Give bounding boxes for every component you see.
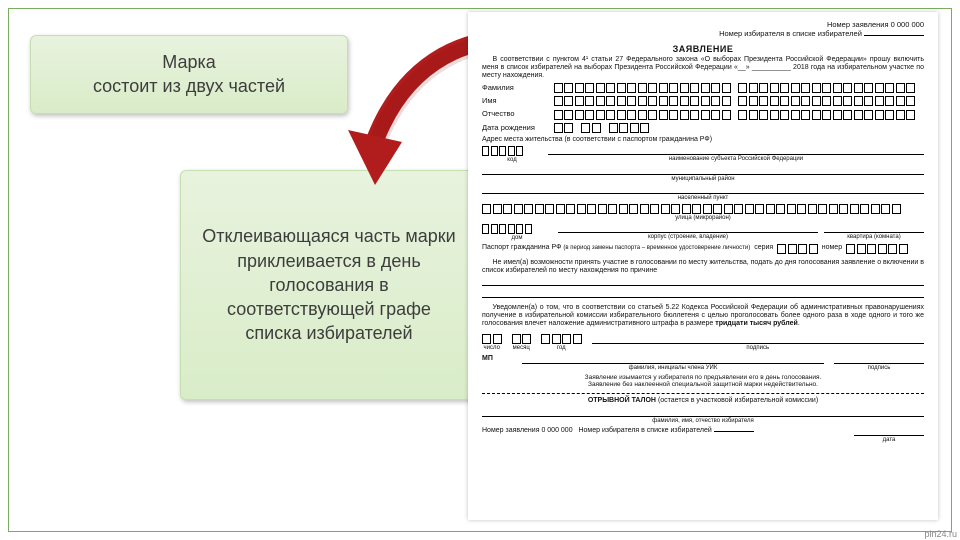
note: (в период замены паспорта – временное уд… xyxy=(563,245,750,251)
reason-text: Не имел(а) возможности принять участие в… xyxy=(482,259,924,275)
label: Номер заявления xyxy=(482,427,540,434)
tear-line xyxy=(482,393,924,394)
label: Фамилия xyxy=(482,83,552,92)
callout-instructions: Отклеивающаяся часть марки приклеивается… xyxy=(180,170,478,400)
app-number: Номер заявления 0 000 000 xyxy=(482,20,924,29)
field-passport: Паспорт гражданина РФ (в период замены п… xyxy=(482,244,924,254)
sublabel: дата xyxy=(854,437,924,443)
field-surname: Фамилия xyxy=(482,83,924,93)
mp-row: МП фамилия, инициалы члена УИК подпись xyxy=(482,355,924,371)
footnote: Заявление изымается у избирателя по пред… xyxy=(482,374,924,388)
warning-text: Уведомлен(а) о том, что в соответствии с… xyxy=(482,304,924,328)
sublabel: число xyxy=(482,345,502,351)
callout-marka: Марка состоит из двух частей xyxy=(30,35,348,114)
tearoff-header: ОТРЫВНОЙ ТАЛОН (остается в участковой из… xyxy=(482,397,924,404)
callout-text: Марка xyxy=(162,52,216,72)
label: Номер заявления xyxy=(827,20,889,29)
sublabel: подпись xyxy=(592,345,925,351)
street-boxes xyxy=(482,204,901,214)
callout-text: Отклеивающаяся часть марки приклеивается… xyxy=(199,224,459,345)
sublabel: месяц xyxy=(512,345,532,351)
label: серия xyxy=(754,244,773,251)
text: Заявление изымается у избирателя по пред… xyxy=(482,374,924,381)
addr-line4: улица (микрорайон) xyxy=(482,204,924,221)
label: Номер избирателя в списке избирателей xyxy=(578,427,711,434)
kod-boxes xyxy=(482,146,523,156)
application-form: Номер заявления 0 000 000 Номер избирате… xyxy=(468,12,938,520)
form-title: ЗАЯВЛЕНИЕ xyxy=(482,44,924,54)
preamble: В соответствии с пунктом 4¹ статьи 27 Фе… xyxy=(482,56,924,80)
sublabel: подпись xyxy=(834,365,924,371)
field-patronymic: Отчество xyxy=(482,109,924,119)
field-dob: Дата рождения xyxy=(482,123,924,133)
sublabel: фамилия, инициалы члена УИК xyxy=(522,365,824,371)
credit-text: pln24.ru xyxy=(924,529,957,539)
sublabel: улица (микрорайон) xyxy=(482,215,924,221)
label: Отчество xyxy=(482,109,552,118)
label: Номер избирателя в списке избирателей xyxy=(719,29,862,38)
number-boxes xyxy=(846,244,908,254)
sublabel: код xyxy=(482,157,542,163)
label: Паспорт гражданина РФ xyxy=(482,244,561,251)
addr-line1: код наименование субъекта Российской Фед… xyxy=(482,146,924,163)
label: номер xyxy=(822,244,842,251)
date-sign-row: число месяц год подпись xyxy=(482,334,924,351)
sublabel: квартира (комната) xyxy=(824,234,924,240)
sublabel: наименование субъекта Российской Федерац… xyxy=(548,156,924,162)
callout-text: состоит из двух частей xyxy=(93,76,285,96)
sublabel: муниципальный район xyxy=(482,176,924,182)
addr-line2: муниципальный район xyxy=(482,166,924,182)
tearoff-bottom: Номер заявления 0 000 000 Номер избирате… xyxy=(482,427,924,443)
addr-line3: населенный пункт xyxy=(482,185,924,201)
text: ОТРЫВНОЙ ТАЛОН xyxy=(588,397,656,404)
input-boxes xyxy=(554,96,916,106)
text-bold: тридцати тысяч рублей xyxy=(715,320,798,327)
text: Заявление без наклеенной специальной защ… xyxy=(482,381,924,388)
text: Уведомлен(а) о том, что в соответствии с… xyxy=(482,304,924,327)
sublabel: год xyxy=(541,345,582,351)
value: 0 000 000 xyxy=(541,427,572,434)
sublabel: населенный пункт xyxy=(482,195,924,201)
sublabel: корпус (строение, владение) xyxy=(558,234,818,240)
input-boxes xyxy=(554,83,916,93)
series-boxes xyxy=(777,244,818,254)
year-boxes xyxy=(541,334,582,344)
house-boxes xyxy=(482,224,532,234)
addr-line5: дом корпус (строение, владение) квартира… xyxy=(482,224,924,241)
dob-boxes xyxy=(554,123,650,133)
sublabel: фамилия, имя, отчество избирателя xyxy=(482,418,924,424)
voter-number: Номер избирателя в списке избирателей xyxy=(482,29,924,38)
value: 0 000 000 xyxy=(891,20,924,29)
day-boxes xyxy=(482,334,502,344)
label: Имя xyxy=(482,96,552,105)
sublabel: дом xyxy=(482,235,552,241)
address-header: Адрес места жительства (в соответствии с… xyxy=(482,136,924,143)
label: Дата рождения xyxy=(482,123,552,132)
field-name: Имя xyxy=(482,96,924,106)
mp-label: МП xyxy=(482,355,512,371)
text: (остается в участковой избирательной ком… xyxy=(658,397,818,404)
input-boxes xyxy=(554,110,916,120)
month-boxes xyxy=(512,334,532,344)
